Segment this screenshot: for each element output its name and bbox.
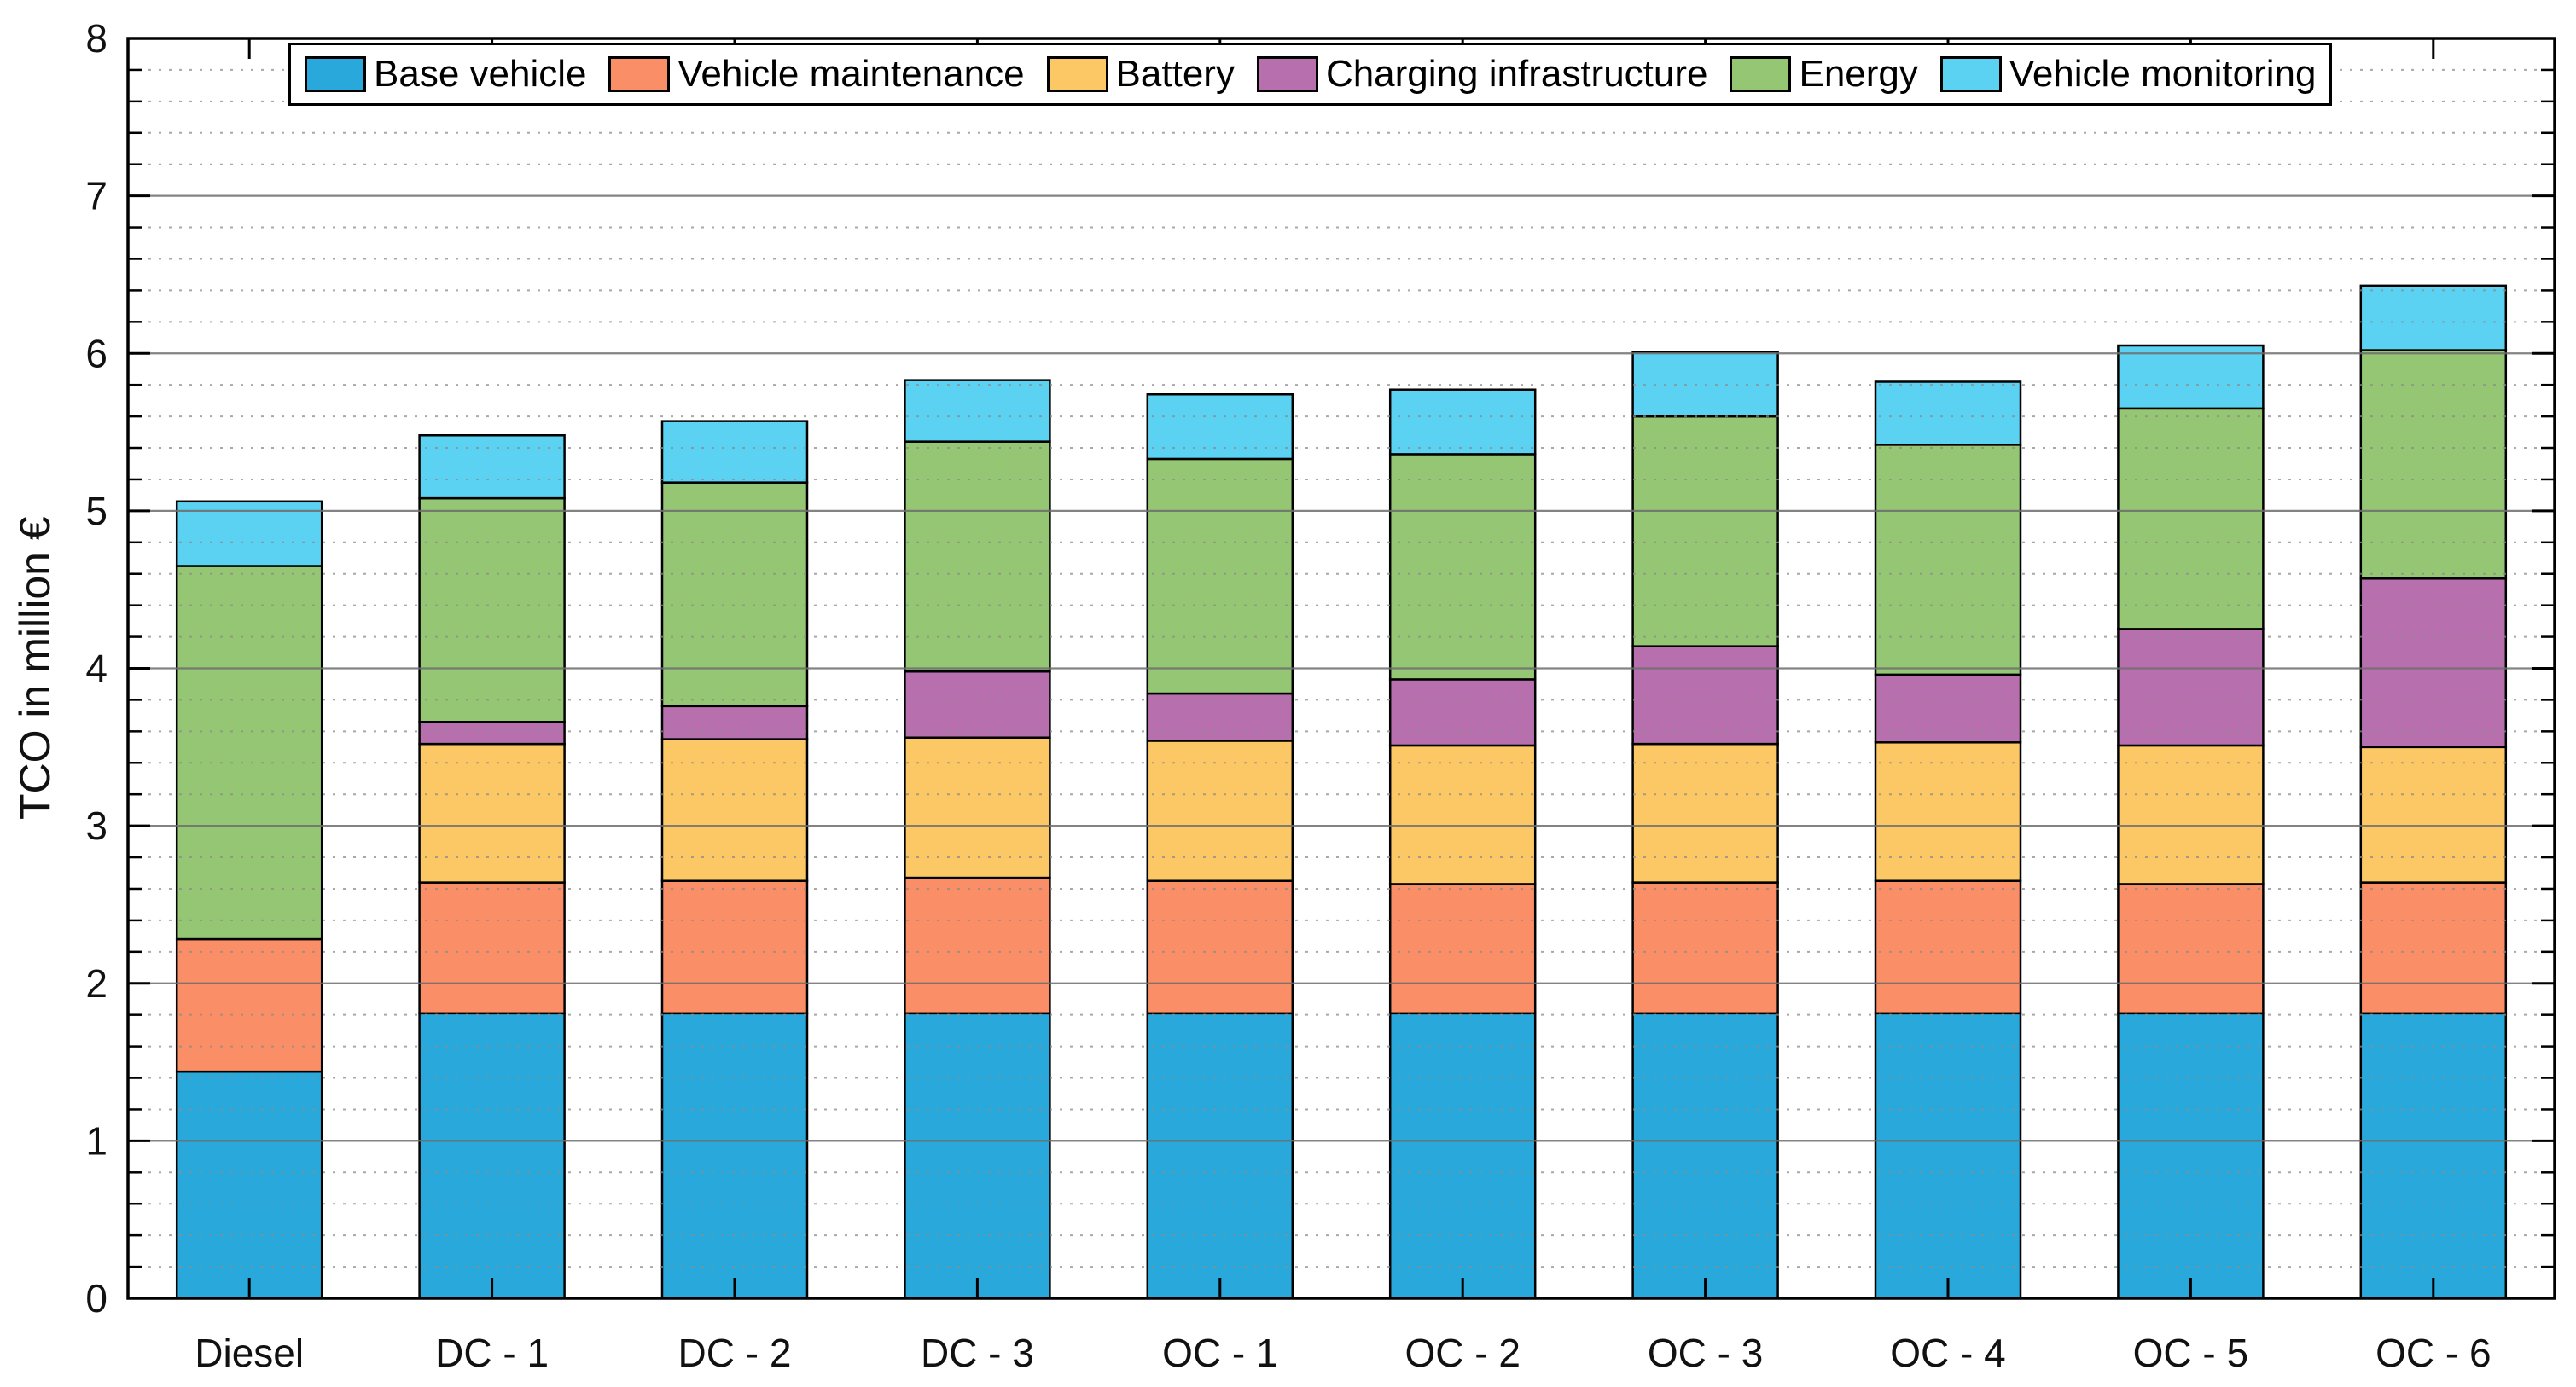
y-tick-label: 7	[85, 174, 108, 218]
bar-segment	[1388, 1012, 1537, 1300]
bar-segment	[1388, 744, 1537, 885]
y-tick-label: 2	[85, 961, 108, 1006]
bar-segment	[2117, 407, 2265, 630]
bar-segment	[2359, 746, 2508, 884]
bar-segment	[418, 721, 566, 746]
legend-swatch	[1730, 56, 1792, 92]
bar-segment	[1146, 740, 1294, 882]
x-tick-label: OC - 5	[2133, 1331, 2248, 1375]
bar-segment	[175, 1070, 323, 1300]
bar-segment	[418, 434, 566, 500]
bar-segment	[2359, 284, 2508, 351]
x-tick-label: DC - 1	[435, 1331, 549, 1375]
bar-segment	[175, 565, 323, 941]
legend-label: Base vehicle	[374, 53, 587, 95]
y-tick-label: 0	[85, 1276, 108, 1320]
legend-item: Battery	[1046, 53, 1235, 96]
bar-segment	[1631, 742, 1779, 884]
y-tick-label: 3	[85, 804, 108, 848]
bar-segment	[418, 1012, 566, 1300]
bar-segment	[2117, 344, 2265, 410]
bar-segment	[418, 742, 566, 884]
bar-segment	[1146, 457, 1294, 695]
bar-segment	[418, 496, 566, 723]
bar-segment	[1631, 415, 1779, 647]
bar-segment	[175, 500, 323, 567]
x-tick-label: Diesel	[195, 1331, 304, 1375]
bar-segment	[1874, 673, 2022, 744]
y-tick-label: 6	[85, 331, 108, 375]
bar-segment	[1388, 883, 1537, 1015]
bar-segment	[2359, 1012, 2508, 1300]
bar-segment	[2359, 577, 2508, 749]
bar-segment	[660, 738, 809, 882]
legend-label: Energy	[1799, 53, 1918, 95]
bar-segment	[1874, 741, 2022, 882]
bar-segment	[1146, 692, 1294, 742]
legend-label: Battery	[1115, 53, 1235, 95]
bar-segment	[660, 1012, 809, 1300]
bar-segment	[1631, 881, 1779, 1015]
bar-segment	[904, 876, 1051, 1015]
bar-segment	[904, 736, 1051, 879]
legend-label: Vehicle maintenance	[677, 53, 1025, 95]
bar-segment	[904, 440, 1051, 673]
legend: Base vehicle Vehicle maintenance Battery Ch…	[288, 43, 2333, 106]
bar-segment	[2117, 628, 2265, 747]
y-tick-label: 1	[85, 1118, 108, 1163]
bar-segment	[2117, 883, 2265, 1015]
y-tick-label: 8	[85, 16, 108, 61]
bar-segment	[1874, 1012, 2022, 1300]
bar-segment	[2117, 1012, 2265, 1300]
x-tick-label: OC - 6	[2375, 1331, 2491, 1375]
bar-segment	[1388, 453, 1537, 681]
bar-segment	[175, 937, 323, 1073]
legend-item: Vehicle maintenance	[608, 53, 1025, 96]
legend-swatch	[1939, 56, 2002, 92]
bar-segment	[904, 670, 1051, 739]
bar-segment	[1146, 1012, 1294, 1300]
bar-segment	[1388, 678, 1537, 747]
bar-segment	[1631, 1012, 1779, 1300]
x-tick-label: OC - 2	[1404, 1331, 1520, 1375]
y-axis-label: TCO in million €	[11, 516, 59, 821]
bar-segment	[660, 879, 809, 1015]
bar-segment	[2117, 744, 2265, 885]
bar-segment	[1874, 444, 2022, 676]
legend-item: Base vehicle	[305, 53, 586, 96]
bar-segment	[1146, 393, 1294, 461]
x-tick-label: OC - 4	[1890, 1331, 2005, 1375]
bar-segment	[904, 1012, 1051, 1300]
bar-segment	[660, 481, 809, 708]
bar-segment	[1874, 879, 2022, 1015]
bar-segment	[660, 705, 809, 740]
bar-segment	[904, 379, 1051, 443]
bar-segment	[418, 881, 566, 1015]
x-tick-label: DC - 2	[678, 1331, 792, 1375]
bar-segment	[1388, 388, 1537, 456]
legend-item: Energy	[1730, 53, 1918, 96]
bar-segment	[2359, 881, 2508, 1015]
legend-swatch	[1256, 56, 1318, 92]
legend-item: Charging infrastructure	[1256, 53, 1708, 96]
legend-label: Charging infrastructure	[1325, 53, 1708, 95]
bar-segment	[1146, 879, 1294, 1015]
x-tick-label: DC - 3	[921, 1331, 1034, 1375]
legend-swatch	[608, 56, 671, 92]
legend-item: Vehicle monitoring	[1939, 53, 2317, 96]
legend-swatch	[1046, 56, 1108, 92]
plot-border	[126, 37, 2556, 1300]
bar-segment	[660, 420, 809, 484]
legend-label: Vehicle monitoring	[2009, 53, 2317, 95]
bar-segment	[1631, 645, 1779, 746]
y-tick-label: 5	[85, 489, 108, 533]
y-tick-label: 4	[85, 647, 108, 691]
legend-swatch	[305, 56, 366, 92]
x-tick-label: OC - 1	[1162, 1331, 1277, 1375]
bar-segment	[1874, 380, 2022, 446]
x-tick-label: OC - 3	[1648, 1331, 1763, 1375]
